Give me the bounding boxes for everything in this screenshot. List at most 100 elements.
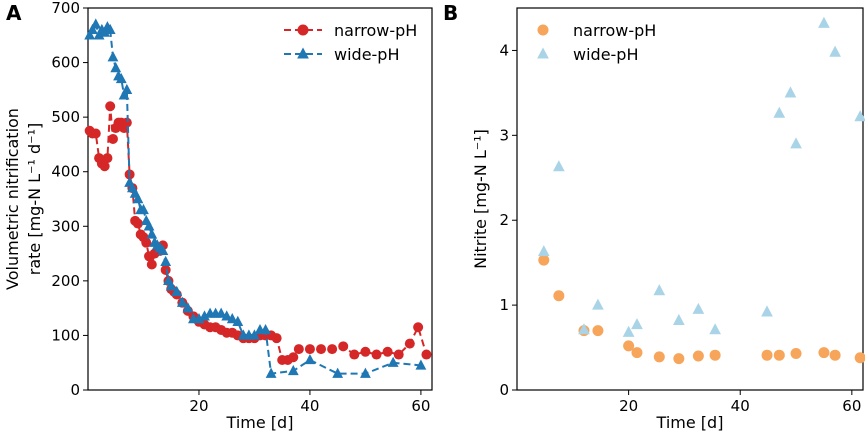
narrowph-legend-label: narrow-pH xyxy=(573,21,656,40)
wideph-point xyxy=(761,305,773,317)
narrowph-point xyxy=(829,349,841,361)
wideph-point xyxy=(90,18,102,29)
wideph-point xyxy=(84,29,96,40)
narrowph-point xyxy=(790,347,802,359)
wideph-point xyxy=(249,329,260,340)
panel-a-ylabel-line2: rate [mg-N L⁻¹ d⁻¹] xyxy=(25,123,44,276)
narrowph-point xyxy=(382,346,393,357)
wideph-point xyxy=(304,353,316,365)
wideph-point xyxy=(221,310,233,321)
narrowph-point xyxy=(623,340,635,352)
wideph-point xyxy=(578,323,590,335)
wideph-point xyxy=(709,323,721,335)
narrowph-point xyxy=(160,264,171,275)
panel-a-series xyxy=(84,18,432,378)
narrowph-point xyxy=(293,344,304,355)
narrowph-point xyxy=(327,344,338,355)
narrowph-legend-marker xyxy=(297,24,309,36)
narrowph-point xyxy=(338,341,349,352)
wideph-point xyxy=(121,83,133,95)
wideph-legend-marker xyxy=(537,47,549,59)
y-tick-label: 4 xyxy=(499,41,509,59)
wideph-point xyxy=(143,220,155,231)
y-tick-label: 600 xyxy=(51,54,80,72)
wideph-legend-marker xyxy=(297,47,309,59)
panel-b-axes: 20 40 60 0 1 2 3 4 xyxy=(499,41,861,415)
narrowph-point xyxy=(99,161,110,172)
wideph-point xyxy=(360,367,371,378)
x-tick-label: 60 xyxy=(842,397,861,415)
narrowph-point xyxy=(360,346,371,357)
panel-b-xlabel: Time [d] xyxy=(656,413,724,432)
narrowph-legend-label: narrow-pH xyxy=(334,21,417,40)
y-tick-label: 100 xyxy=(51,326,80,344)
wideph-point xyxy=(215,307,227,318)
wideph-point xyxy=(332,367,344,378)
wideph-point xyxy=(193,313,205,324)
wideph-point xyxy=(165,280,177,291)
wideph-point xyxy=(790,137,802,149)
wideph-point xyxy=(132,193,144,204)
y-tick-label: 2 xyxy=(499,211,509,229)
narrowph-point xyxy=(316,344,327,355)
y-tick-label: 0 xyxy=(499,381,509,399)
wideph-point xyxy=(226,313,238,324)
panel-a-frame xyxy=(87,7,433,391)
x-tick-label: 40 xyxy=(300,397,319,415)
narrowph-point xyxy=(304,344,315,355)
narrowph-point xyxy=(288,352,299,363)
wideph-point xyxy=(854,110,865,122)
narrowph-point xyxy=(709,349,721,361)
y-tick-label: 400 xyxy=(51,163,80,181)
wideph-point xyxy=(104,23,116,35)
narrowph-point xyxy=(653,351,665,363)
narrowph-point xyxy=(773,349,785,361)
panel-b-ylabel: Nitrite [mg-N L⁻¹] xyxy=(471,129,490,269)
y-tick-label: 500 xyxy=(51,108,80,126)
y-tick-label: 0 xyxy=(70,381,80,399)
wideph-point xyxy=(784,86,797,98)
panel-a-xlabel: Time [d] xyxy=(226,413,294,432)
narrowph-point xyxy=(673,353,685,365)
panel-a-letter: A xyxy=(6,1,22,25)
wideph-point xyxy=(287,364,299,376)
wideph-point xyxy=(537,245,550,257)
y-tick-label: 300 xyxy=(51,217,80,235)
wideph-point xyxy=(622,325,635,337)
panel-b-chart: B 20 40 60 0 1 2 3 4 Time [d] Nitrite [mg-N L⁻¹… xyxy=(443,1,865,432)
wideph-legend-label: wide-pH xyxy=(573,45,639,64)
y-tick-label: 700 xyxy=(51,0,80,17)
narrowph-point xyxy=(631,347,643,359)
narrowph-point xyxy=(105,101,116,112)
panel-b-legend: narrow-pH wide-pH xyxy=(537,21,656,64)
wideph-point xyxy=(93,29,105,40)
wideph-point xyxy=(415,359,427,370)
wideph-point xyxy=(829,45,841,57)
panel-a-legend: narrow-pH wide-pH xyxy=(284,21,417,64)
narrowph-point xyxy=(818,347,830,359)
wideph-point xyxy=(118,89,130,100)
wideph-point xyxy=(592,298,604,310)
wideph-point xyxy=(138,203,149,215)
wideph-point xyxy=(87,23,98,35)
wideph-point xyxy=(818,16,830,28)
wideph-point xyxy=(146,228,158,239)
wideph-legend-label: wide-pH xyxy=(334,45,400,64)
wideph-point xyxy=(115,72,127,84)
narrowph-point xyxy=(146,259,157,270)
wideph-point xyxy=(387,356,399,367)
panel-b-letter: B xyxy=(443,1,458,25)
panel-b-series xyxy=(537,16,865,365)
wideph-point xyxy=(692,302,705,314)
panel-b-frame xyxy=(516,7,864,391)
narrowph-point xyxy=(141,237,152,248)
narrowph-point xyxy=(107,133,118,144)
x-tick-label: 60 xyxy=(411,397,430,415)
wideph-point xyxy=(232,315,244,326)
wideph-point xyxy=(176,296,188,307)
narrowph-point xyxy=(90,128,101,139)
wideph-point xyxy=(631,318,643,330)
narrowph-point xyxy=(413,322,424,333)
